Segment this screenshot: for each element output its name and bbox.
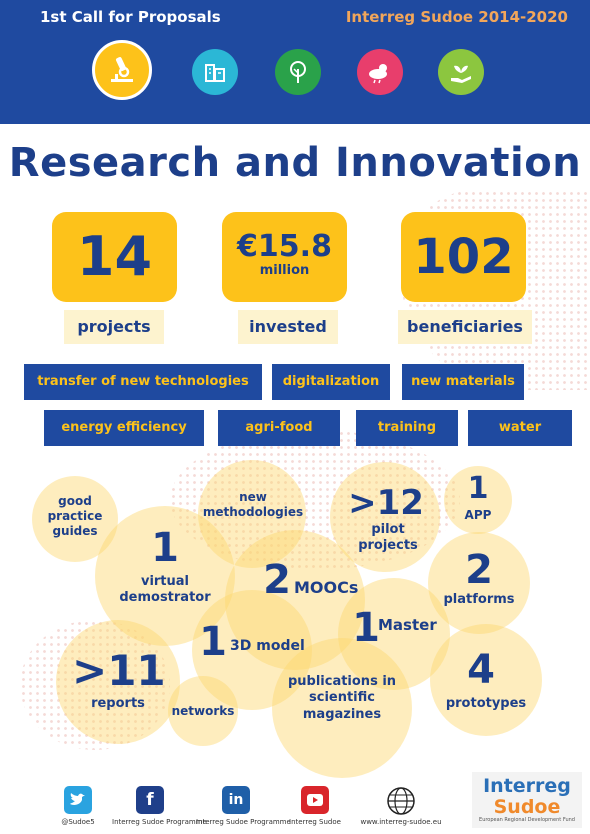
- facebook-label: Interreg Sudoe Programme: [112, 818, 207, 826]
- investment-unit: million: [259, 263, 310, 278]
- app-label: APP: [464, 508, 492, 522]
- tag-technology-transfer: transfer of new technologies: [24, 364, 262, 400]
- pilot-label: pilot projects: [358, 522, 418, 554]
- reports-count: >11: [72, 646, 166, 695]
- bubble-good-practice: [32, 476, 118, 562]
- prototypes-count: 4: [467, 647, 495, 693]
- dot-pattern-middle: [170, 430, 460, 570]
- twitter-link[interactable]: @Sudoe5: [44, 786, 112, 826]
- topic-environment-button[interactable]: [275, 49, 321, 95]
- 3d-model-count: 1: [199, 619, 227, 665]
- topic-competitiveness-button[interactable]: [192, 49, 238, 95]
- buildings-icon: [202, 59, 228, 85]
- projects-count: 14: [76, 225, 153, 288]
- bubble-publications: [272, 638, 412, 778]
- topic-climate-button[interactable]: [357, 49, 403, 95]
- logo-line1: Interreg: [483, 775, 571, 797]
- bubble-networks: [168, 676, 238, 746]
- call-title: 1st Call for Proposals: [40, 8, 221, 26]
- bubble-app: [444, 466, 512, 534]
- good-practice-label: good practice guides: [47, 494, 103, 538]
- youtube-link[interactable]: Interreg Sudoe: [282, 786, 348, 826]
- beneficiaries-stat: 102: [401, 212, 526, 302]
- master-count: 1: [352, 605, 380, 651]
- investment-amount: €15.8: [237, 229, 332, 264]
- moocs-count: 2: [263, 557, 291, 603]
- platforms-count: 2: [465, 547, 493, 593]
- globe-icon: [386, 786, 416, 816]
- bubble-methodologies: [198, 460, 306, 568]
- reports-label: reports: [91, 696, 145, 711]
- investment-label: invested: [238, 310, 338, 344]
- tag-training: training: [356, 410, 458, 446]
- projects-stat: 14: [52, 212, 177, 302]
- microscope-icon: [105, 53, 139, 87]
- dot-pattern-left: [20, 620, 170, 750]
- facebook-icon: f: [136, 786, 164, 814]
- tag-digitalization: digitalization: [272, 364, 390, 400]
- topic-research-button[interactable]: [92, 40, 152, 100]
- tag-new-materials: new materials: [402, 364, 524, 400]
- tag-agri-food: agri-food: [218, 410, 340, 446]
- hand-plant-icon: [448, 59, 474, 85]
- twitter-handle: @Sudoe5: [61, 818, 95, 826]
- interreg-sudoe-logo: Interreg Sudoe European Regional Develop…: [472, 772, 582, 828]
- bubble-moocs: [225, 530, 365, 670]
- logo-subtitle: European Regional Development Fund: [479, 817, 575, 823]
- facebook-link[interactable]: f Interreg Sudoe Programme: [112, 786, 207, 826]
- linkedin-label: Interreg Sudoe Programme: [196, 818, 291, 826]
- bubble-virtual: [95, 506, 235, 646]
- linkedin-link[interactable]: in Interreg Sudoe Programme: [196, 786, 291, 826]
- beneficiaries-label: beneficiaries: [398, 310, 532, 344]
- linkedin-icon: in: [222, 786, 250, 814]
- website-link[interactable]: www.interreg-sudoe.eu: [356, 786, 446, 826]
- cloud-sun-icon: [366, 59, 394, 85]
- bubble-reports: [56, 620, 180, 744]
- investment-stat: €15.8 million: [222, 212, 347, 302]
- bubble-platforms: [428, 532, 530, 634]
- app-count: 1: [467, 471, 489, 506]
- moocs-label: MOOCs: [294, 578, 359, 597]
- virtual-label: virtual demostrator: [119, 574, 211, 606]
- twitter-icon: [64, 786, 92, 814]
- page-title: Research and Innovation: [8, 140, 582, 186]
- beneficiaries-count: 102: [413, 229, 514, 285]
- methodologies-label: new methodologies: [202, 490, 304, 519]
- prototypes-label: prototypes: [445, 696, 527, 711]
- logo-line2: Sudoe: [493, 796, 561, 818]
- 3d-model-label: 3D model: [230, 638, 305, 654]
- publications-label: publications in scientific magazines: [287, 674, 397, 722]
- website-url: www.interreg-sudoe.eu: [360, 818, 442, 826]
- header-banner: 1st Call for Proposals Interreg Sudoe 20…: [0, 0, 590, 124]
- networks-label: networks: [171, 704, 235, 718]
- projects-label: projects: [64, 310, 164, 344]
- tree-icon: [285, 59, 311, 85]
- master-label: Master: [378, 616, 437, 634]
- platforms-label: platforms: [443, 592, 515, 607]
- tag-water: water: [468, 410, 572, 446]
- bubble-prototypes: [430, 624, 542, 736]
- bubble-master: [338, 578, 450, 690]
- bubble-3d-model: [192, 590, 312, 710]
- topic-efficiency-button[interactable]: [438, 49, 484, 95]
- pilot-count: >12: [348, 483, 424, 523]
- tag-energy-efficiency: energy efficiency: [44, 410, 204, 446]
- virtual-count: 1: [151, 525, 179, 571]
- program-title: Interreg Sudoe 2014-2020: [345, 8, 568, 26]
- bubble-pilot: [330, 462, 440, 572]
- youtube-icon: [301, 786, 329, 814]
- youtube-label: Interreg Sudoe: [289, 818, 341, 826]
